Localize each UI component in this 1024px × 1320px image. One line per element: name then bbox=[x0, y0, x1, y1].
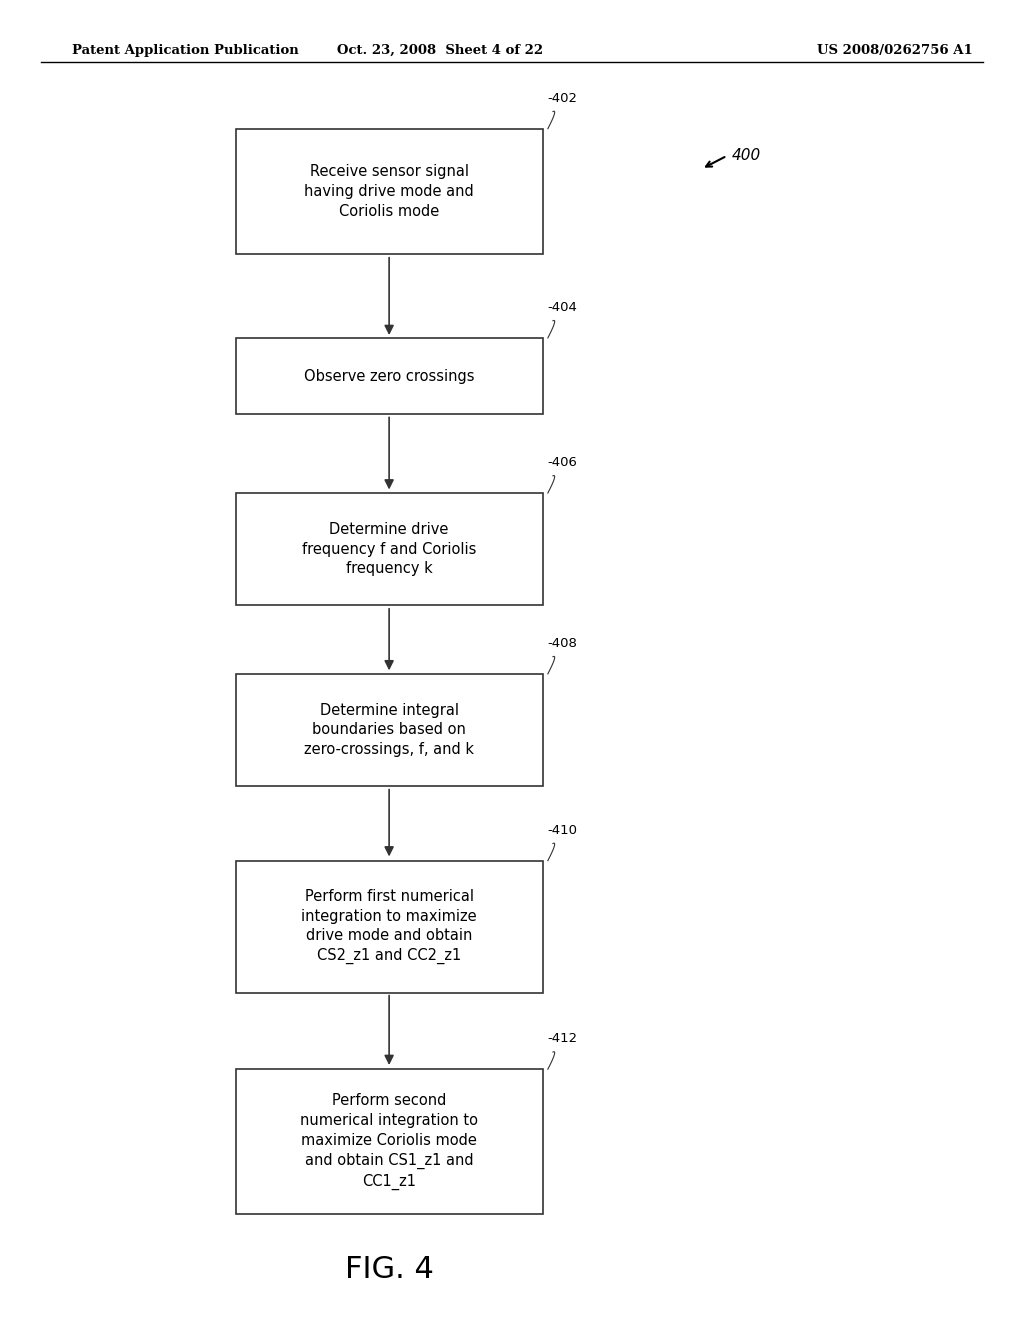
Text: -402: -402 bbox=[548, 92, 578, 106]
Text: FIG. 4: FIG. 4 bbox=[345, 1255, 433, 1284]
Text: -412: -412 bbox=[548, 1032, 578, 1045]
FancyBboxPatch shape bbox=[236, 1069, 543, 1214]
Text: Determine drive
frequency f and Coriolis
frequency k: Determine drive frequency f and Coriolis… bbox=[302, 521, 476, 577]
Text: -408: -408 bbox=[548, 638, 578, 651]
FancyBboxPatch shape bbox=[236, 129, 543, 253]
FancyBboxPatch shape bbox=[236, 494, 543, 605]
Text: Perform first numerical
integration to maximize
drive mode and obtain
CS2_z1 and: Perform first numerical integration to m… bbox=[301, 888, 477, 965]
Text: Observe zero crossings: Observe zero crossings bbox=[304, 368, 474, 384]
Text: 400: 400 bbox=[732, 148, 762, 164]
Text: US 2008/0262756 A1: US 2008/0262756 A1 bbox=[817, 44, 973, 57]
Text: Receive sensor signal
having drive mode and
Coriolis mode: Receive sensor signal having drive mode … bbox=[304, 164, 474, 219]
Text: -406: -406 bbox=[548, 457, 578, 470]
Text: Perform second
numerical integration to
maximize Coriolis mode
and obtain CS1_z1: Perform second numerical integration to … bbox=[300, 1093, 478, 1191]
Text: -404: -404 bbox=[548, 301, 578, 314]
FancyBboxPatch shape bbox=[236, 673, 543, 785]
Text: Determine integral
boundaries based on
zero-crossings, f, and k: Determine integral boundaries based on z… bbox=[304, 702, 474, 758]
FancyBboxPatch shape bbox=[236, 861, 543, 993]
Text: -410: -410 bbox=[548, 824, 578, 837]
Text: Patent Application Publication: Patent Application Publication bbox=[72, 44, 298, 57]
FancyBboxPatch shape bbox=[236, 338, 543, 414]
Text: Oct. 23, 2008  Sheet 4 of 22: Oct. 23, 2008 Sheet 4 of 22 bbox=[337, 44, 544, 57]
